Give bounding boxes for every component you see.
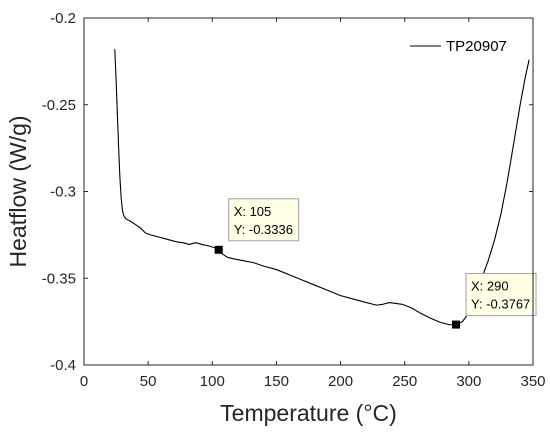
plot-frame [83,17,534,366]
y-tick-label: -0.25 [42,97,76,114]
y-tick-label: -0.2 [50,10,76,27]
datatip[interactable]: X: 105 Y: -0.3336 [214,198,300,254]
x-tick-label: 350 [520,373,545,390]
y-tick-label: -0.3 [50,184,76,201]
x-axis-ticks: 0 50 100 150 200 250 300 350 [80,18,546,390]
x-axis-label: Temperature (°C) [220,400,397,426]
y-tick-label: -0.35 [42,270,76,287]
datatip-y-label: Y: -0.3336 [234,222,293,237]
x-tick-label: 0 [80,373,88,390]
plot-area [84,18,533,365]
datatip-marker [214,245,223,254]
datatip-box [465,273,537,317]
datatip-x-label: X: 290 [471,279,509,294]
x-tick-label: 200 [328,373,353,390]
x-tick-label: 50 [140,373,157,390]
y-axis-label: Heatflow (W/g) [5,115,31,267]
x-tick-label: 150 [264,373,289,390]
x-tick-label: 100 [200,373,225,390]
datatip-x-label: X: 105 [234,204,272,219]
datatip-box [228,198,300,242]
datatips-layer: X: 105 Y: -0.3336 X: 290 Y: -0.3767 [214,198,537,329]
y-tick-label: -0.4 [50,357,76,374]
legend: TP20907 [410,38,507,55]
x-tick-label: 250 [392,373,417,390]
legend-label: TP20907 [446,38,507,55]
datatip-marker [452,320,461,329]
datatip[interactable]: X: 290 Y: -0.3767 [452,273,537,329]
x-tick-label: 300 [456,373,481,390]
datatip-y-label: Y: -0.3767 [471,297,530,312]
y-axis-ticks: -0.4 -0.35 -0.3 -0.25 -0.2 [42,10,533,374]
